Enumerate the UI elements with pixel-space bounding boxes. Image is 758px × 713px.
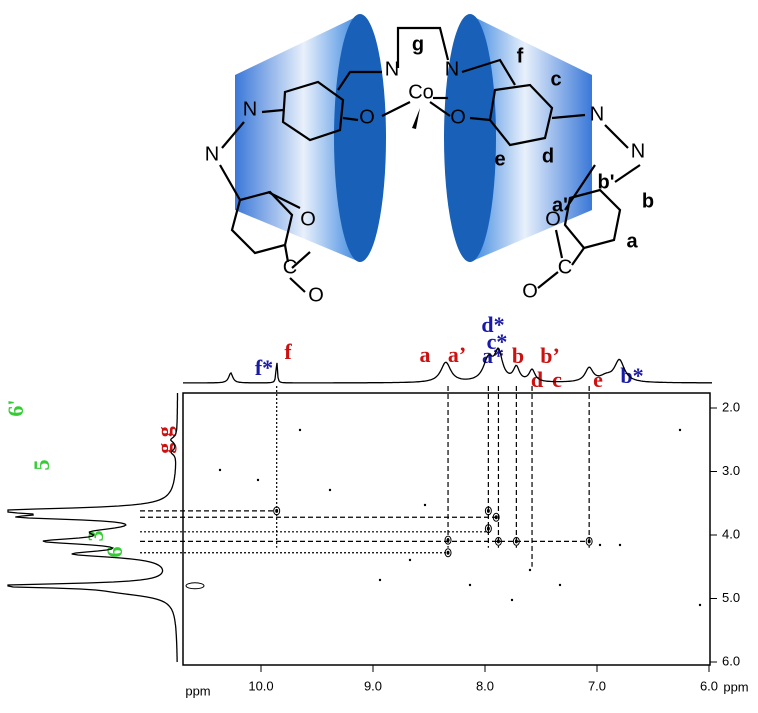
y-tick-label: 3.0 — [722, 463, 740, 478]
atom-label: N — [631, 140, 645, 162]
spectrum — [8, 348, 712, 665]
atom-label: O — [308, 284, 324, 306]
cone-left-rim — [334, 14, 386, 262]
noise-peak — [424, 504, 426, 506]
atom-label: N — [445, 58, 459, 80]
atom-label: c — [550, 68, 561, 90]
atom-label: O — [522, 280, 538, 302]
atom-label: g — [412, 33, 424, 55]
y-tick-label: 5.0 — [722, 590, 740, 605]
peak-label: 5 — [29, 460, 54, 471]
noise-peak — [511, 599, 513, 601]
atom-label: N — [205, 143, 219, 165]
noise-peak — [299, 429, 301, 431]
atom-label: C — [558, 256, 572, 278]
atom-label: O — [300, 208, 316, 230]
page: {"structure": {"labels": ["g", "N", "N",… — [0, 0, 758, 713]
peak-label: c — [552, 367, 562, 392]
atom-label: N — [590, 103, 604, 125]
x-tick-label: 7.0 — [588, 678, 606, 693]
diagonal-peak — [186, 583, 204, 589]
peak-label: f — [284, 339, 292, 364]
atom-label: N — [243, 98, 257, 120]
atom-label: e — [494, 148, 505, 170]
atom-label: O — [359, 106, 375, 128]
noise-peak — [329, 489, 331, 491]
cone-right-rim — [444, 14, 496, 262]
atom-label: N — [385, 58, 399, 80]
atom-label: O — [545, 208, 561, 230]
noise-peak — [219, 469, 221, 471]
peak-label: f* — [255, 355, 273, 380]
peak-label: a — [420, 342, 431, 367]
wedge — [412, 108, 420, 129]
y-tick-label: 4.0 — [722, 526, 740, 541]
axis-label: ppm — [723, 679, 748, 694]
noise-peak — [469, 584, 471, 586]
atom-label: O — [450, 106, 466, 128]
peak-label: 6' — [3, 399, 28, 416]
peak-label: a’ — [448, 342, 466, 367]
cross-peaks — [140, 386, 701, 606]
peak-label: 6 — [102, 547, 127, 558]
y-tick-label: 6.0 — [722, 653, 740, 668]
peak-label: b’ — [540, 343, 560, 368]
atom-label: C — [283, 256, 297, 278]
noise-peak — [699, 604, 701, 606]
atom-label: d — [542, 145, 554, 167]
x-tick-label: 6.0 — [700, 678, 718, 693]
noise-peak — [599, 544, 601, 546]
noise-peak — [619, 544, 621, 546]
noise-peak — [559, 584, 561, 586]
atom-label: Co — [408, 81, 434, 103]
x-tick-label: 9.0 — [364, 678, 382, 693]
atom-label: a — [626, 230, 638, 252]
figure: gNNCoOOfcedNNb'ba'aOCONNOCOf*faa’d*c*a*b… — [0, 0, 758, 713]
noise-peak — [379, 579, 381, 581]
peak-label: 3 — [83, 531, 108, 542]
atom-label: b' — [598, 171, 615, 193]
noise-peak — [409, 559, 411, 561]
peak-label: e — [593, 367, 603, 392]
y-tick-label: 2.0 — [722, 399, 740, 414]
noise-peak — [679, 429, 681, 431]
x-tick-label: 10.0 — [248, 678, 273, 693]
atom-label: b — [642, 190, 654, 212]
atom-label: f — [517, 45, 524, 67]
noise-peak — [257, 479, 259, 481]
noise-peak — [529, 569, 531, 571]
plot-frame — [183, 393, 710, 665]
axis-label: ppm — [185, 683, 210, 698]
x-tick-label: 8.0 — [476, 678, 494, 693]
peak-label: b — [512, 343, 524, 368]
